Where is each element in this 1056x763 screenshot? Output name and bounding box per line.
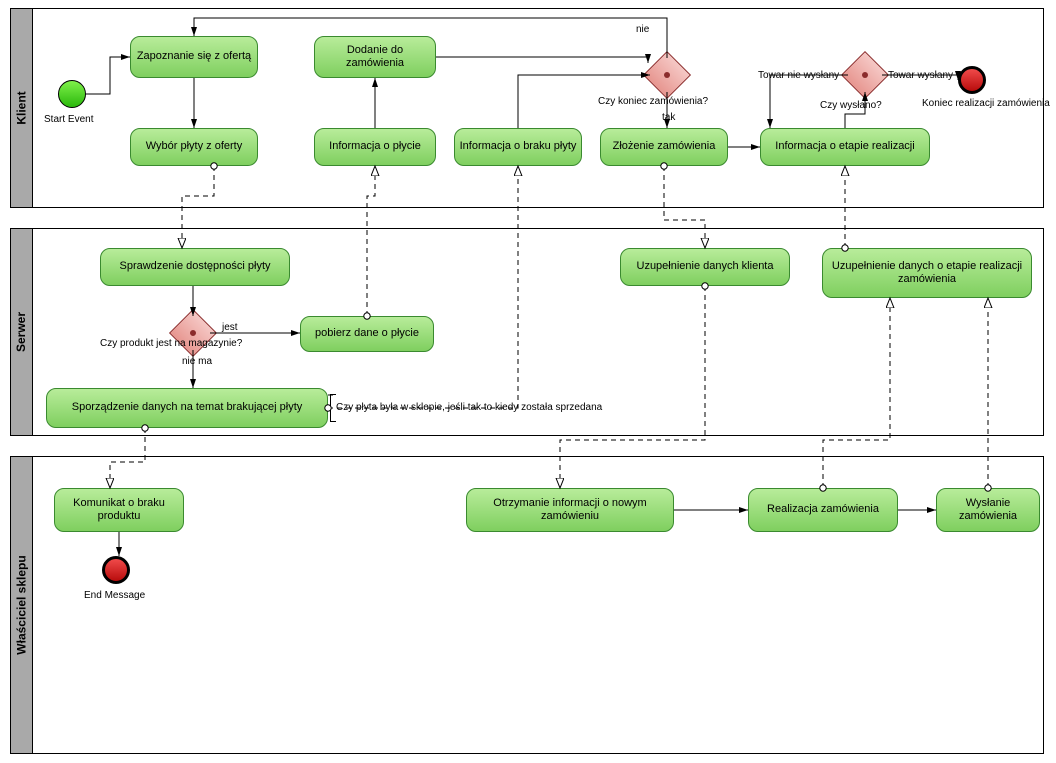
task-t_wyslanie: Wysłanie zamówienia [936, 488, 1040, 532]
task-t_realizacja: Realizacja zamówienia [748, 488, 898, 532]
end-event-e_end1 [958, 66, 986, 94]
task-t_uzup_klient: Uzupełnienie danych klienta [620, 248, 790, 286]
task-t_uzup_etap: Uzupełnienie danych o etapie realizacji … [822, 248, 1032, 298]
task-t_dodanie: Dodanie do zamówienia [314, 36, 436, 78]
gateway-g_koniec [650, 58, 684, 92]
event-label: End Message [84, 590, 145, 601]
event-label: Start Event [44, 114, 93, 125]
task-t_sporzadzenie: Sporządzenie danych na temat brakującej … [46, 388, 328, 428]
task-t_zapoznanie: Zapoznanie się z ofertą [130, 36, 258, 78]
gateway-yes-label: tak [662, 112, 675, 123]
pool-label: Właściciel sklepu [11, 457, 33, 753]
gateway-yes-label: Towar wysłany [888, 70, 953, 81]
task-t_info_braku: Informacja o braku płyty [454, 128, 582, 166]
task-t_wybor: Wybór płyty z oferty [130, 128, 258, 166]
gateway-label: Czy produkt jest na magazynie? [100, 338, 242, 349]
gateway-no-label: nie ma [182, 356, 212, 367]
gateway-no-label: Towar nie wysłany [758, 70, 839, 81]
event-label: Koniec realizacji zamówienia [922, 98, 1050, 109]
end-event-e_end2 [102, 556, 130, 584]
pool-label: Serwer [11, 229, 33, 435]
pool-label: Klient [11, 9, 33, 207]
task-t_pobierz: pobierz dane o płycie [300, 316, 434, 352]
task-t_zlozenie: Złożenie zamówienia [600, 128, 728, 166]
task-t_info_etap: Informacja o etapie realizacji [760, 128, 930, 166]
task-t_komunikat: Komunikat o braku produktu [54, 488, 184, 532]
task-t_otrzymanie: Otrzymanie informacji o nowym zamówieniu [466, 488, 674, 532]
gateway-label: Czy wysłano? [820, 100, 882, 111]
gateway-no-label: nie [636, 24, 649, 35]
annotation-a_sklep: Czy płyta była w sklepie, jeśli tak to k… [336, 402, 602, 413]
task-t_info_plycie: Informacja o płycie [314, 128, 436, 166]
gateway-yes-label: jest [222, 322, 238, 333]
task-t_sprawdzenie: Sprawdzenie dostępności płyty [100, 248, 290, 286]
gateway-label: Czy koniec zamówienia? [598, 96, 708, 107]
annotation-bracket [330, 394, 336, 422]
gateway-g_wyslano [848, 58, 882, 92]
start-event-e_start [58, 80, 86, 108]
